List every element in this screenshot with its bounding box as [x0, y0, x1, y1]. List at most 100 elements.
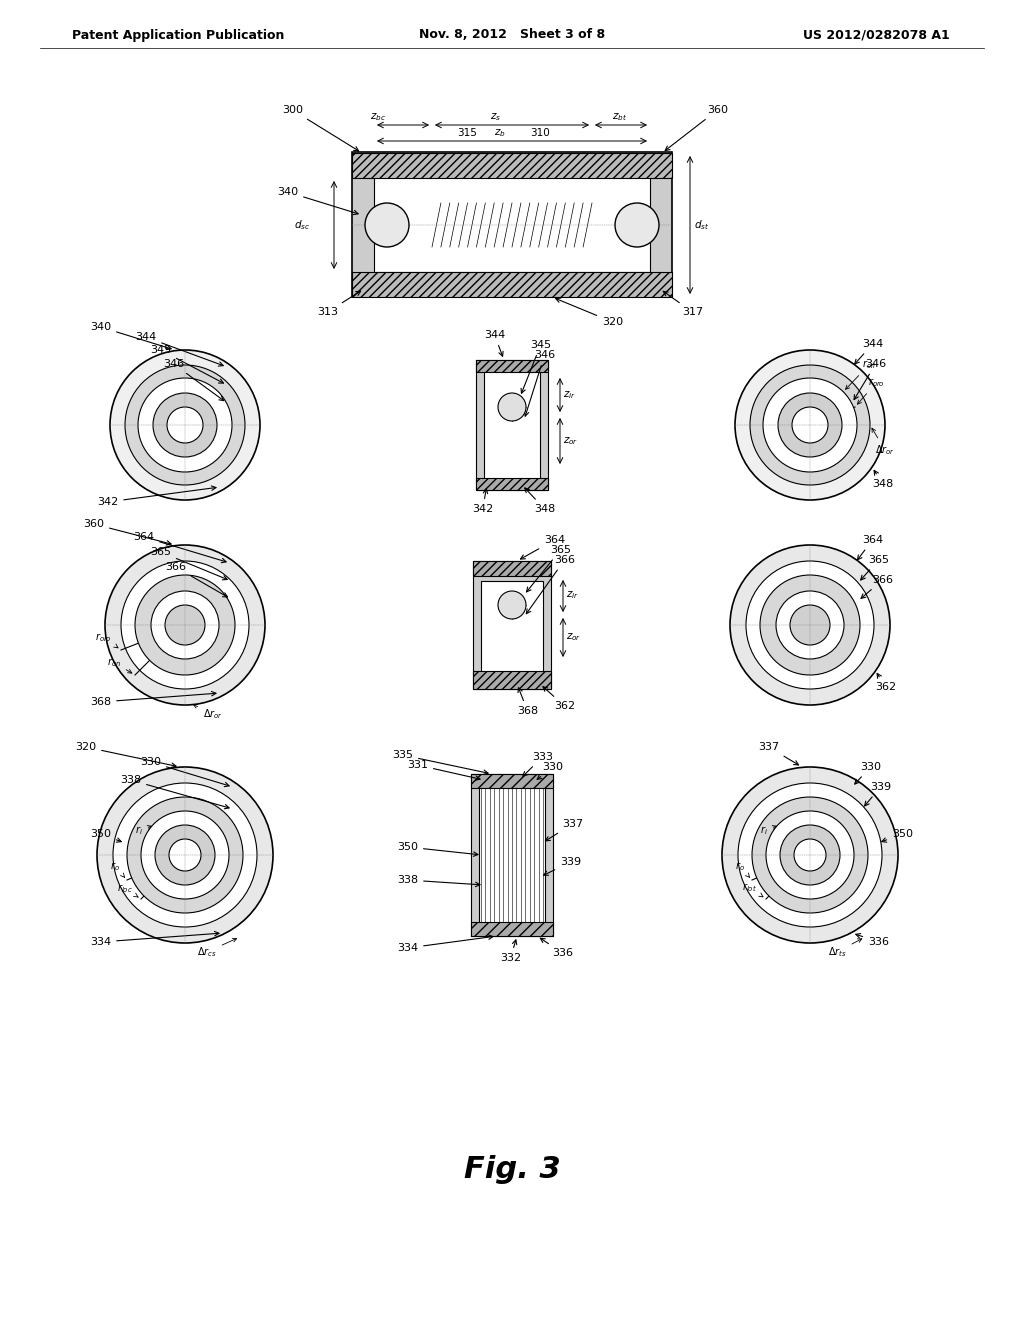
- Text: 342: 342: [97, 486, 216, 507]
- Text: 365: 365: [861, 554, 889, 579]
- Text: 368: 368: [90, 692, 216, 708]
- Text: $z_{ir}$: $z_{ir}$: [566, 589, 579, 601]
- Bar: [352, 153, 672, 178]
- Bar: [476, 360, 548, 490]
- Circle shape: [498, 591, 526, 619]
- Text: 338: 338: [397, 875, 480, 887]
- Circle shape: [151, 591, 219, 659]
- Text: 365: 365: [150, 546, 227, 579]
- Text: 364: 364: [133, 532, 226, 562]
- Text: 360: 360: [666, 106, 728, 150]
- Circle shape: [498, 393, 526, 421]
- Text: 345: 345: [150, 345, 223, 383]
- Text: 366: 366: [526, 554, 575, 614]
- Text: 362: 362: [874, 673, 896, 692]
- Text: 320: 320: [556, 298, 624, 327]
- Circle shape: [792, 407, 828, 444]
- Text: 339: 339: [544, 857, 582, 875]
- Circle shape: [169, 840, 201, 871]
- Bar: [476, 478, 548, 490]
- Circle shape: [135, 576, 234, 675]
- Text: 350: 350: [90, 829, 121, 842]
- Circle shape: [750, 366, 870, 484]
- Text: $z_{bt}$: $z_{bt}$: [612, 111, 627, 123]
- Text: 334: 334: [90, 932, 219, 946]
- Text: 339: 339: [864, 781, 891, 807]
- Text: 338: 338: [120, 775, 229, 809]
- Text: Nov. 8, 2012   Sheet 3 of 8: Nov. 8, 2012 Sheet 3 of 8: [419, 29, 605, 41]
- Text: 362: 362: [543, 686, 575, 711]
- Text: 333: 333: [523, 752, 553, 776]
- Text: 348: 348: [872, 470, 893, 488]
- Bar: [471, 774, 553, 936]
- Text: 315: 315: [457, 128, 477, 139]
- Text: $\Delta r_{or}$: $\Delta r_{or}$: [871, 428, 895, 457]
- Text: US 2012/0282078 A1: US 2012/0282078 A1: [803, 29, 950, 41]
- Bar: [481, 581, 543, 675]
- Bar: [471, 921, 553, 936]
- Text: 344: 344: [855, 339, 884, 364]
- Text: $r_{oro}$: $r_{oro}$: [95, 631, 118, 648]
- Text: $z_b$: $z_b$: [494, 127, 506, 139]
- Text: $r_{loc}$: $r_{loc}$: [117, 882, 138, 898]
- Bar: [473, 671, 551, 689]
- Text: $d_{sc}$: $d_{sc}$: [294, 218, 310, 232]
- Circle shape: [138, 378, 232, 473]
- Text: 368: 368: [517, 688, 539, 715]
- Text: $r_{on}$: $r_{on}$: [106, 656, 132, 673]
- Text: $\Delta r_{cs}$: $\Delta r_{cs}$: [197, 939, 237, 958]
- Text: 337: 337: [546, 818, 583, 841]
- Circle shape: [735, 350, 885, 500]
- Circle shape: [752, 797, 868, 913]
- Text: 345: 345: [521, 341, 551, 393]
- Text: 320: 320: [75, 742, 176, 767]
- Circle shape: [97, 767, 273, 942]
- Circle shape: [776, 591, 844, 659]
- Text: 344: 344: [484, 330, 505, 356]
- Text: 342: 342: [472, 488, 494, 513]
- Text: $z_{or}$: $z_{or}$: [566, 631, 582, 643]
- Text: 336: 336: [541, 939, 573, 958]
- Circle shape: [738, 783, 882, 927]
- Circle shape: [760, 576, 860, 675]
- Text: $\Delta r_{or}$: $\Delta r_{or}$: [194, 705, 223, 721]
- Text: $z_s$: $z_s$: [490, 111, 501, 123]
- Text: 346: 346: [163, 359, 224, 401]
- Text: $z_{bc}$: $z_{bc}$: [370, 111, 386, 123]
- Text: 330: 330: [855, 762, 881, 784]
- Bar: [374, 177, 650, 272]
- Text: $r_{lot}$: $r_{lot}$: [742, 880, 763, 896]
- Text: 346: 346: [854, 359, 886, 400]
- Circle shape: [165, 605, 205, 645]
- Circle shape: [105, 545, 265, 705]
- Circle shape: [113, 783, 257, 927]
- Circle shape: [110, 350, 260, 500]
- Text: 340: 340: [90, 322, 171, 350]
- Bar: [473, 561, 551, 576]
- Bar: [352, 272, 672, 297]
- Text: 360: 360: [83, 519, 171, 545]
- Circle shape: [141, 810, 229, 899]
- Text: 364: 364: [857, 535, 883, 560]
- Circle shape: [125, 366, 245, 484]
- Text: 331: 331: [407, 760, 480, 780]
- Circle shape: [778, 393, 842, 457]
- Text: $r_i$: $r_i$: [760, 824, 776, 837]
- Text: 332: 332: [500, 940, 521, 964]
- Circle shape: [127, 797, 243, 913]
- Text: 335: 335: [392, 750, 488, 775]
- Circle shape: [746, 561, 874, 689]
- Text: 346: 346: [524, 350, 555, 416]
- Circle shape: [615, 203, 659, 247]
- Text: 366: 366: [861, 576, 893, 598]
- Text: $r_i$: $r_i$: [135, 824, 152, 837]
- Text: 330: 330: [538, 762, 563, 780]
- Text: 350: 350: [882, 829, 913, 842]
- Text: $\Delta r_{ts}$: $\Delta r_{ts}$: [828, 939, 862, 958]
- Text: 334: 334: [397, 935, 493, 953]
- Text: 344: 344: [135, 333, 223, 366]
- Text: Fig. 3: Fig. 3: [464, 1155, 560, 1184]
- Text: 330: 330: [140, 756, 229, 787]
- Text: 350: 350: [397, 842, 478, 857]
- Circle shape: [790, 605, 830, 645]
